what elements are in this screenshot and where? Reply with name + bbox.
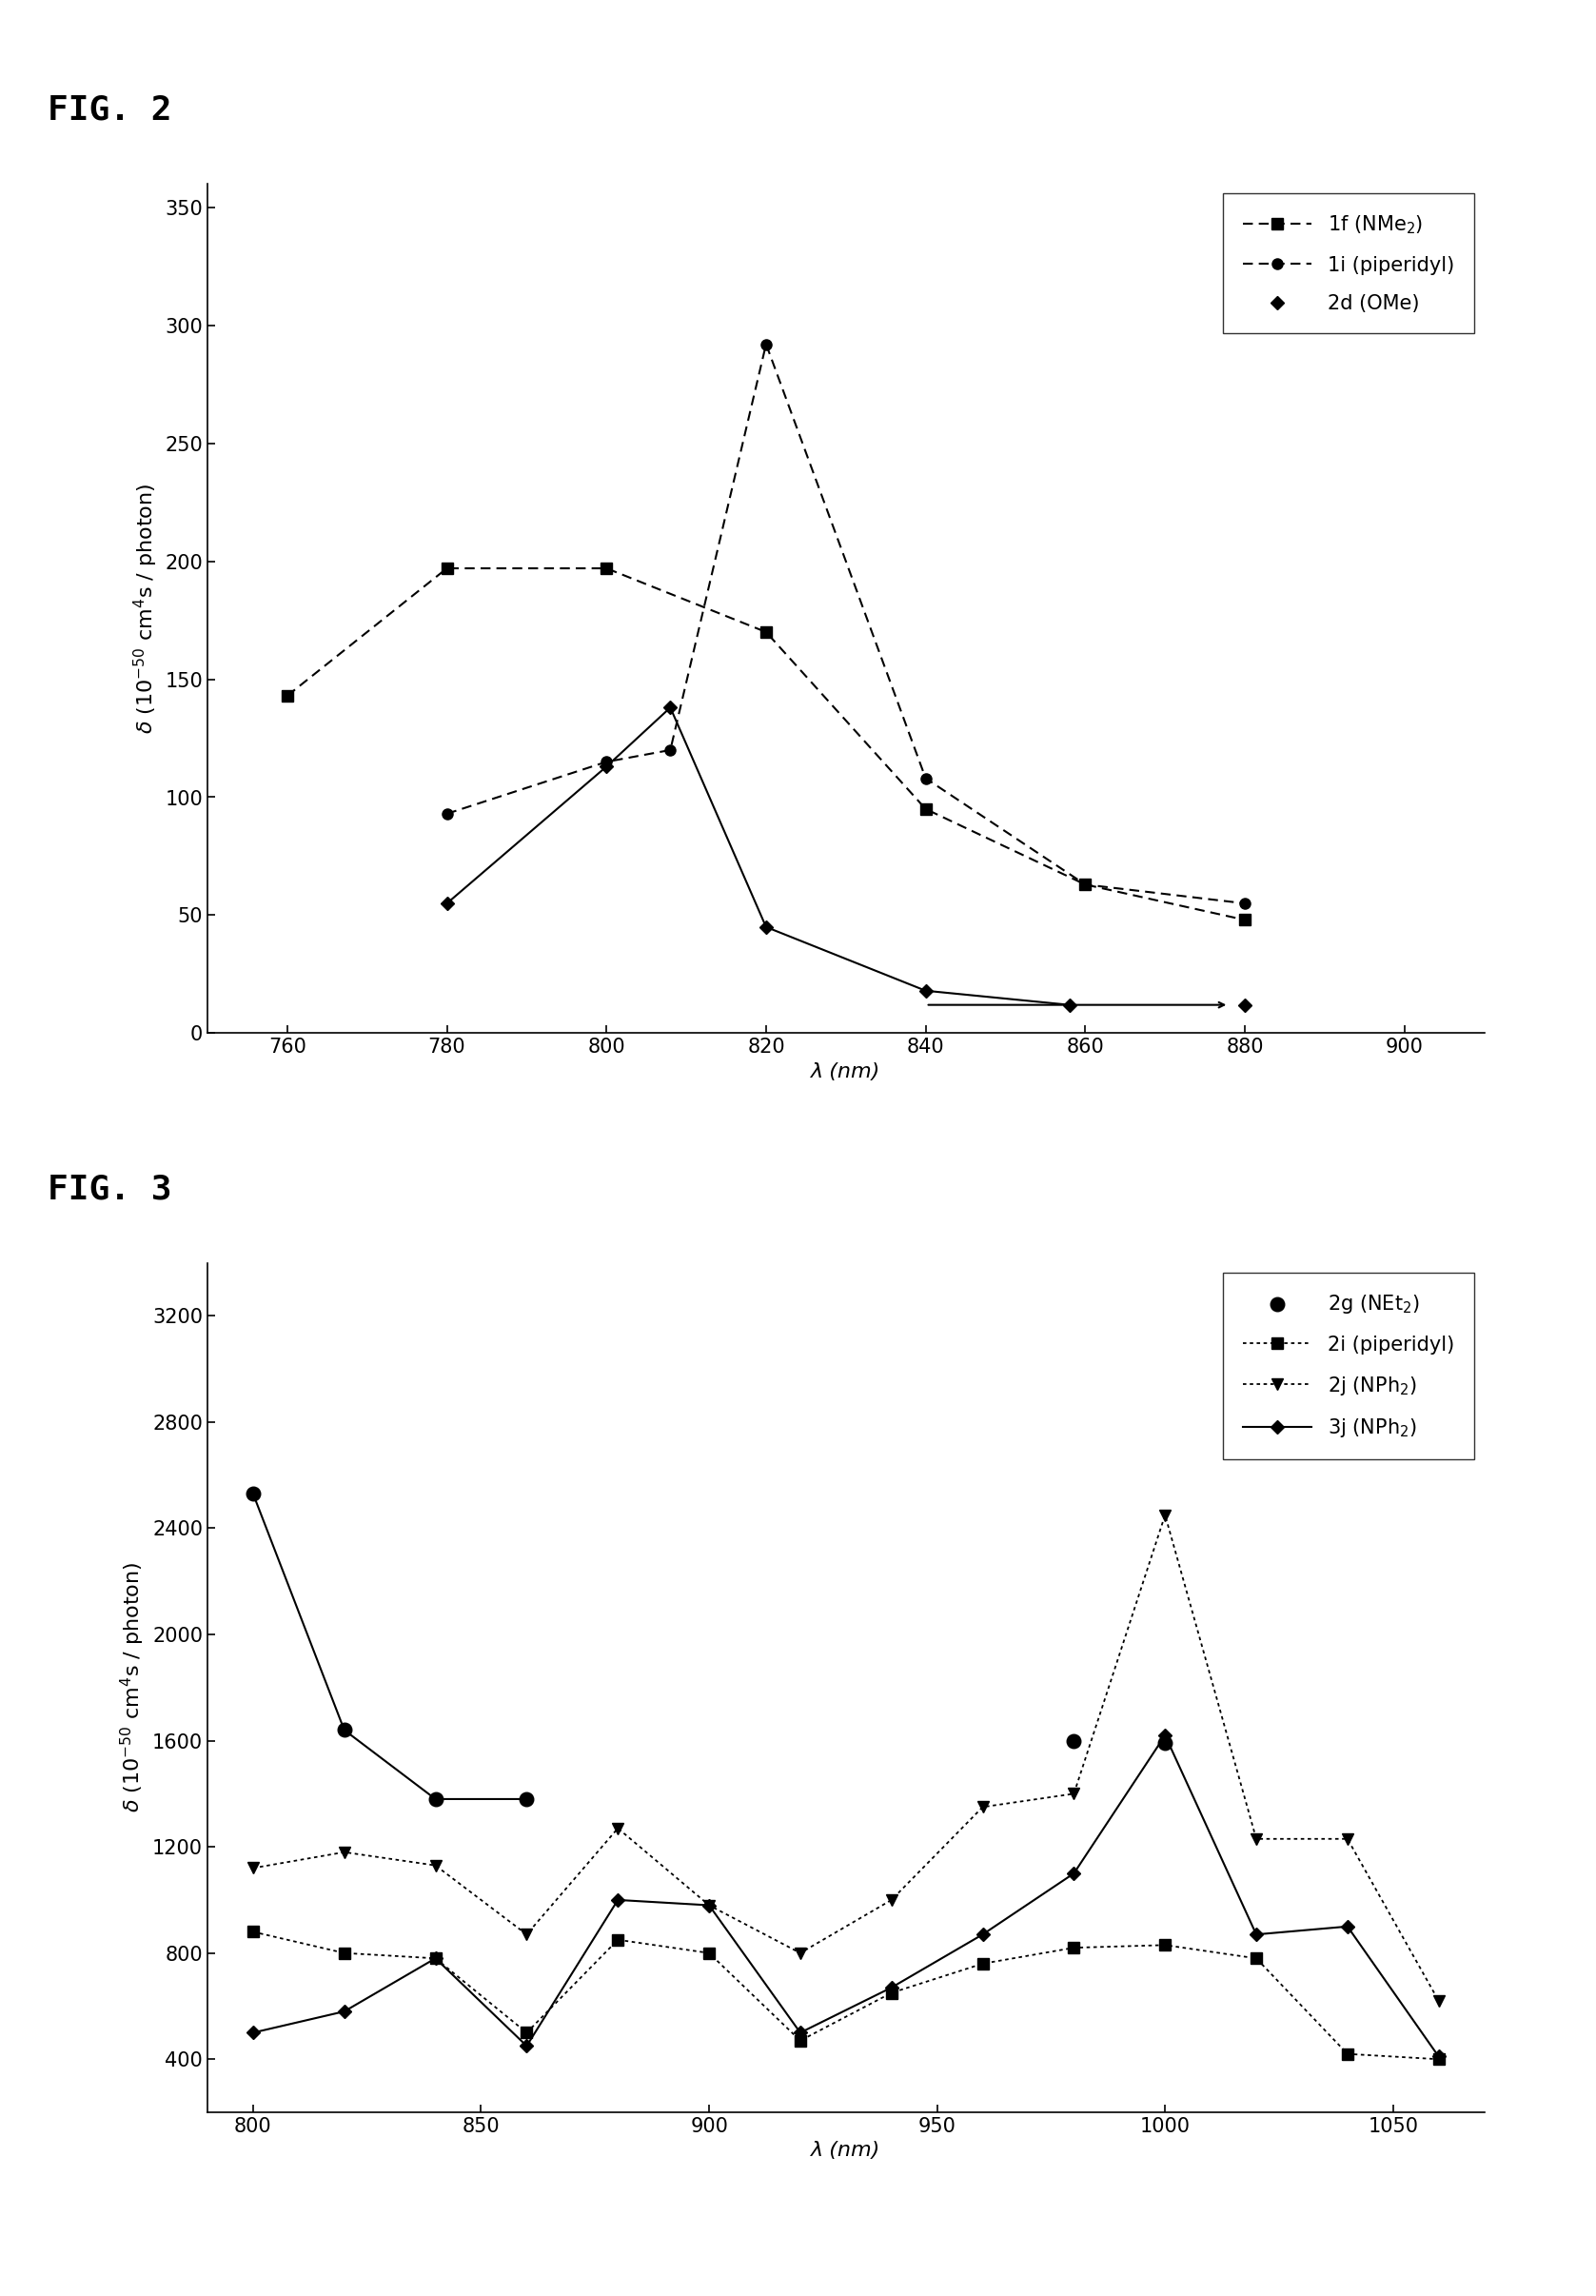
2g (NEt$_2$) bbox=[514, 1782, 539, 1818]
X-axis label: λ (nm): λ (nm) bbox=[811, 2142, 881, 2161]
2j (NPh$_2$) bbox=[1337, 1825, 1357, 1853]
3j (NPh$_2$) bbox=[883, 1975, 902, 2002]
2i (piperidyl) bbox=[335, 1940, 354, 1968]
2i (piperidyl) bbox=[244, 1917, 263, 1945]
3j (NPh$_2$) bbox=[426, 1945, 445, 1972]
2j (NPh$_2$) bbox=[883, 1887, 902, 1915]
1f (NMe$_2$) bbox=[757, 618, 776, 645]
2i (piperidyl) bbox=[1428, 2046, 1448, 2073]
1i (piperidyl) bbox=[437, 799, 456, 827]
Legend: 1f (NMe$_2$), 1i (piperidyl), 2d (OMe): 1f (NMe$_2$), 1i (piperidyl), 2d (OMe) bbox=[1223, 193, 1475, 333]
1i (piperidyl) bbox=[1235, 889, 1254, 916]
1i (piperidyl) bbox=[916, 765, 935, 792]
2i (piperidyl) bbox=[1246, 1945, 1266, 1972]
1i (piperidyl) bbox=[661, 737, 680, 765]
2j (NPh$_2$) bbox=[426, 1851, 445, 1878]
3j (NPh$_2$) bbox=[244, 2018, 263, 2046]
2i (piperidyl) bbox=[699, 1940, 718, 1968]
3j (NPh$_2$) bbox=[517, 2032, 536, 2060]
2j (NPh$_2$) bbox=[1428, 1986, 1448, 2014]
1f (NMe$_2$) bbox=[1235, 907, 1254, 934]
3j (NPh$_2$) bbox=[790, 2018, 809, 2046]
2j (NPh$_2$) bbox=[244, 1855, 263, 1883]
2j (NPh$_2$) bbox=[335, 1839, 354, 1867]
1f (NMe$_2$) bbox=[278, 682, 297, 709]
2j (NPh$_2$) bbox=[1065, 1779, 1084, 1807]
2j (NPh$_2$) bbox=[974, 1793, 993, 1821]
3j (NPh$_2$) bbox=[1337, 1913, 1357, 1940]
Legend: 2g (NEt$_2$), 2i (piperidyl), 2j (NPh$_2$), 3j (NPh$_2$): 2g (NEt$_2$), 2i (piperidyl), 2j (NPh$_2… bbox=[1223, 1272, 1475, 1460]
Y-axis label: $\delta$ (10$^{-50}$ cm$^{4}$s / photon): $\delta$ (10$^{-50}$ cm$^{4}$s / photon) bbox=[120, 1561, 147, 1814]
2i (piperidyl) bbox=[1337, 2041, 1357, 2069]
3j (NPh$_2$) bbox=[1246, 1922, 1266, 1949]
3j (NPh$_2$) bbox=[608, 1887, 627, 1915]
2j (NPh$_2$) bbox=[790, 1940, 809, 1968]
Text: FIG. 2: FIG. 2 bbox=[48, 94, 172, 126]
Line: 1f (NMe$_2$): 1f (NMe$_2$) bbox=[281, 563, 1251, 925]
3j (NPh$_2$) bbox=[974, 1922, 993, 1949]
2i (piperidyl) bbox=[790, 2027, 809, 2055]
Text: FIG. 3: FIG. 3 bbox=[48, 1173, 172, 1205]
1f (NMe$_2$) bbox=[1076, 870, 1095, 898]
2i (piperidyl) bbox=[517, 2018, 536, 2046]
3j (NPh$_2$) bbox=[335, 1998, 354, 2025]
2i (piperidyl) bbox=[1065, 1933, 1084, 1961]
2j (NPh$_2$) bbox=[608, 1814, 627, 1841]
Line: 2j (NPh$_2$): 2j (NPh$_2$) bbox=[247, 1508, 1444, 2007]
3j (NPh$_2$) bbox=[1065, 1860, 1084, 1887]
1f (NMe$_2$) bbox=[597, 556, 616, 583]
Y-axis label: $\delta$ (10$^{-50}$ cm$^{4}$s / photon): $\delta$ (10$^{-50}$ cm$^{4}$s / photon) bbox=[132, 482, 160, 735]
2j (NPh$_2$) bbox=[1246, 1825, 1266, 1853]
2g (NEt$_2$) bbox=[1061, 1722, 1087, 1759]
Line: 1i (piperidyl): 1i (piperidyl) bbox=[442, 340, 1250, 909]
2g (NEt$_2$) bbox=[332, 1713, 358, 1750]
2g (NEt$_2$) bbox=[1152, 1724, 1178, 1761]
X-axis label: λ (nm): λ (nm) bbox=[811, 1063, 881, 1081]
1i (piperidyl) bbox=[1076, 870, 1095, 898]
1f (NMe$_2$) bbox=[437, 556, 456, 583]
2g (NEt$_2$) bbox=[241, 1476, 267, 1513]
Line: 2i (piperidyl): 2i (piperidyl) bbox=[247, 1926, 1444, 2064]
2i (piperidyl) bbox=[1156, 1931, 1175, 1958]
3j (NPh$_2$) bbox=[1156, 1722, 1175, 1750]
2i (piperidyl) bbox=[974, 1949, 993, 1977]
2j (NPh$_2$) bbox=[699, 1892, 718, 1919]
2i (piperidyl) bbox=[426, 1945, 445, 1972]
1i (piperidyl) bbox=[597, 748, 616, 776]
2g (NEt$_2$) bbox=[423, 1782, 448, 1818]
3j (NPh$_2$) bbox=[699, 1892, 718, 1919]
2j (NPh$_2$) bbox=[1156, 1502, 1175, 1529]
Line: 3j (NPh$_2$): 3j (NPh$_2$) bbox=[249, 1731, 1443, 2062]
3j (NPh$_2$) bbox=[1428, 2043, 1448, 2071]
1i (piperidyl) bbox=[757, 331, 776, 358]
2j (NPh$_2$) bbox=[517, 1922, 536, 1949]
2i (piperidyl) bbox=[608, 1926, 627, 1954]
2i (piperidyl) bbox=[883, 1979, 902, 2007]
1f (NMe$_2$) bbox=[916, 794, 935, 822]
